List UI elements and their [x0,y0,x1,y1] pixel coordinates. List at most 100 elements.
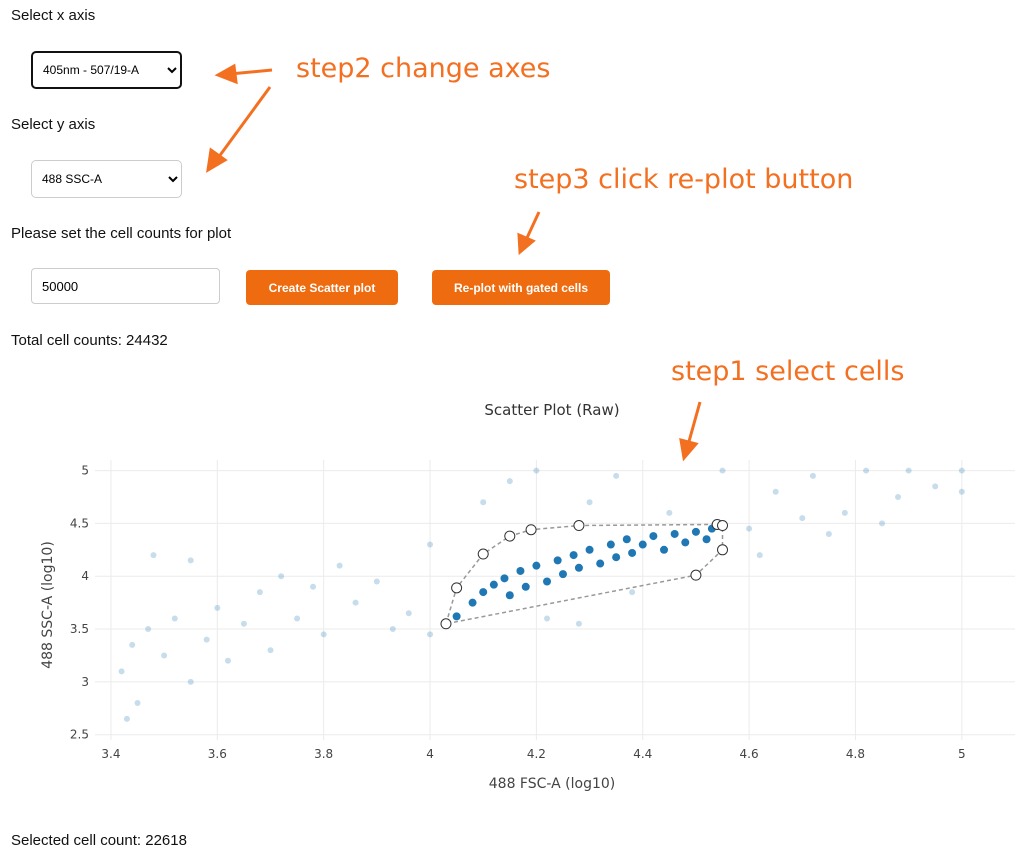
unselected-point [575,620,582,627]
cell-count-input[interactable] [31,268,220,304]
unselected-point [895,493,902,500]
y-tick-label: 3 [81,675,89,689]
x-axis-select[interactable]: 405nm - 507/19-A [31,51,182,89]
selected-point [585,545,594,554]
x-tick-label: 4.2 [527,747,546,761]
lasso-vertex[interactable] [440,618,452,630]
lasso-vertex[interactable] [477,548,489,560]
unselected-point [533,467,540,474]
selected-point [500,574,509,583]
unselected-point [586,499,593,506]
unselected-point [613,472,620,479]
unselected-point [756,552,763,559]
selected-point [612,553,621,562]
y-tick-label: 2.5 [70,728,89,742]
lasso-vertex[interactable] [451,582,463,594]
unselected-point [118,668,125,675]
x-tick-label: 4.4 [633,747,652,761]
unselected-point [506,478,513,485]
step2-arrow-left [214,63,273,85]
unselected-point [224,657,231,664]
unselected-point [841,509,848,516]
create-scatter-button[interactable]: Create Scatter plot [246,270,398,305]
unselected-point [544,615,551,622]
unselected-point [129,641,136,648]
unselected-point [666,509,673,516]
unselected-point [746,525,753,532]
selected-point [505,591,514,600]
unselected-point [310,583,317,590]
lasso-vertex[interactable] [717,520,729,532]
lasso-vertex[interactable] [504,530,516,542]
unselected-point [187,678,194,685]
unselected-point [214,604,221,611]
x-axis-label: Select x axis [11,7,96,24]
lasso-selection[interactable] [440,518,729,630]
lasso-vertex[interactable] [573,520,585,532]
unselected-point [203,636,210,643]
unselected-point [932,483,939,490]
unselected-point [336,562,343,569]
x-axis-title: 488 FSC-A (log10) [489,776,616,792]
unselected-point [958,488,965,495]
unselected-point [171,615,178,622]
selected-point [649,532,658,541]
x-tick-label: 4.6 [740,747,759,761]
unselected-point [123,715,130,722]
unselected-point [240,620,247,627]
step2-annotation: step2 change axes [296,53,551,84]
unselected-point [958,467,965,474]
y-axis-label: Select y axis [11,116,96,133]
unselected-point [427,631,434,638]
unselected-point [879,520,886,527]
x-tick-label: 3.8 [314,747,333,761]
step3-arrow [517,211,541,256]
unselected-point [187,557,194,564]
unselected-point [825,530,832,537]
lasso-vertex[interactable] [690,569,702,581]
unselected-point [161,652,168,659]
unselected-point [772,488,779,495]
unselected-point [799,515,806,522]
step1-annotation: step1 select cells [671,356,905,387]
selected-point [681,538,690,547]
axis-ticks: 3.4 3.6 3.8 4 4.2 4.4 4.6 4.8 5 2.5 3 3.5 4 4.5 5 [70,464,966,761]
selected-point [596,559,605,568]
lasso-vertex[interactable] [717,544,729,556]
selected-point [691,527,700,536]
chart-title: Scatter Plot (Raw) [484,401,619,419]
selected-point [532,561,541,570]
unselected-point [863,467,870,474]
replot-gated-button[interactable]: Re-plot with gated cells [432,270,610,305]
plot-grid [95,460,1015,740]
unselected-point [294,615,301,622]
step3-annotation: step3 click re-plot button [514,164,854,195]
selected-point [479,588,488,597]
y-tick-label: 4.5 [70,516,89,530]
x-tick-label: 3.4 [101,747,120,761]
unselected-point [134,700,141,707]
unselected-point [373,578,380,585]
y-tick-label: 3.5 [70,622,89,636]
selected-point [468,598,477,607]
selected-point [521,582,530,591]
y-tick-label: 5 [81,464,89,478]
selected-cell-count: Selected cell count: 22618 [11,832,187,849]
unselected-point [809,472,816,479]
selected-point [670,529,679,538]
selected-point [702,535,711,544]
selected-point [574,563,583,572]
unselected-point [150,552,157,559]
y-axis-title: 488 SSC-A (log10) [40,541,56,669]
unselected-point [427,541,434,548]
selected-points [452,524,716,621]
selected-point [660,545,669,554]
selected-point [606,540,615,549]
scatter-plot[interactable]: Scatter Plot (Raw) 3.4 3.6 3.8 4 4.2 4.4 4.6 4.… [0,380,1031,800]
lasso-vertex[interactable] [525,524,537,536]
selected-point [543,577,552,586]
step2-arrow-down [206,86,272,173]
y-axis-select[interactable]: 488 SSC-A [31,160,182,198]
cell-count-prompt: Please set the cell counts for plot [11,225,232,242]
unselected-point [278,573,285,580]
